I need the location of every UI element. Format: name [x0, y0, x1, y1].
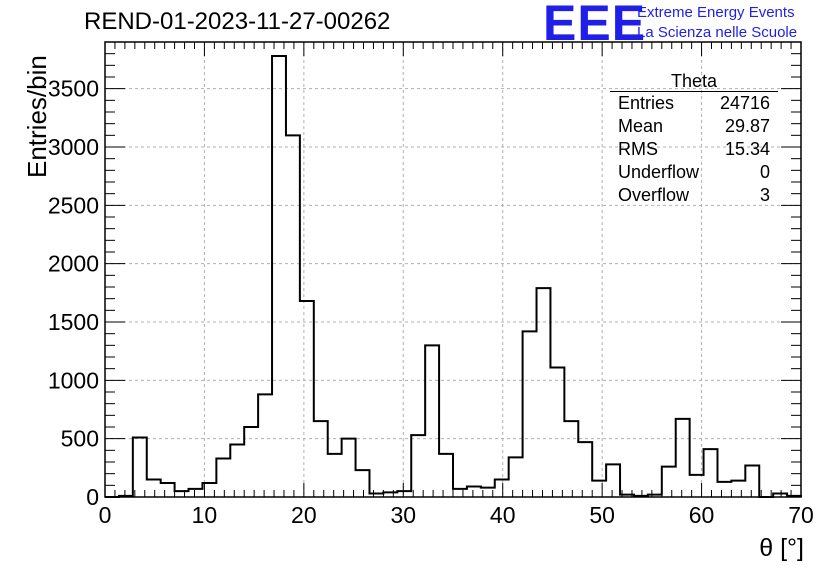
stats-label: Overflow [618, 185, 690, 205]
stats-label: Underflow [618, 162, 700, 182]
stats-row-overflow: Overflow 3 [610, 184, 778, 207]
logo-line-1: Extreme Energy Events [637, 4, 795, 21]
y-axis-label: Entries/bin [22, 55, 52, 178]
stats-value: 3 [759, 185, 770, 205]
stats-value: 24716 [719, 93, 770, 113]
histogram-bin [606, 464, 620, 497]
stats-label: RMS [618, 139, 658, 159]
x-tick-label: 0 [99, 502, 112, 528]
x-tick-label: 70 [788, 502, 814, 528]
tick-labels: 0 10 20 30 40 50 60 700500100015002000250030003… [48, 76, 814, 528]
histogram-bin [676, 419, 690, 497]
stats-title: Theta [610, 72, 778, 92]
histogram-bin [328, 454, 342, 497]
histogram-bin [578, 442, 592, 497]
histogram-bin [425, 345, 439, 497]
stats-value: 0 [759, 162, 770, 182]
x-tick-label: 30 [390, 502, 416, 528]
logo-line-2: La Scienza nelle Scuole [637, 24, 798, 41]
histogram-bin [467, 487, 481, 498]
histogram-bin [564, 421, 578, 497]
histogram-bin [537, 288, 551, 497]
axis-ticks [104, 41, 802, 498]
histogram-bin [704, 449, 718, 497]
stats-row-underflow: Underflow 0 [610, 161, 778, 184]
histogram-bin [161, 483, 175, 497]
histogram-bin [272, 56, 286, 497]
x-tick-label: 60 [689, 502, 715, 528]
grid-lines [105, 42, 801, 497]
y-tick-label: 0 [86, 484, 99, 510]
histogram-bin [523, 331, 537, 497]
histogram-bin [314, 421, 328, 497]
x-tick-label: 50 [589, 502, 615, 528]
stats-row-mean: Mean 29.87 [610, 115, 778, 138]
histogram-bin [439, 454, 453, 497]
chart-title: REND-01-2023-11-27-00262 [84, 8, 391, 35]
histogram-bin [356, 470, 370, 497]
x-tick-label: 10 [192, 502, 218, 528]
y-tick-label: 1000 [48, 367, 99, 393]
stats-label: Mean [618, 116, 664, 136]
histogram-series [105, 55, 802, 498]
y-tick-label: 2500 [48, 192, 99, 218]
histogram-bin [495, 480, 509, 498]
x-tick-label: 20 [291, 502, 317, 528]
histogram-bin [411, 435, 425, 497]
histogram-bin [509, 457, 523, 497]
stats-label: Entries [618, 93, 675, 113]
histogram-bin [453, 489, 467, 497]
stats-box: Theta Entries 24716 Mean 29.87 RMS 15.34… [610, 72, 778, 207]
eee-logo: EEE [543, 0, 647, 51]
y-tick-label: 500 [61, 426, 99, 452]
histogram-bin [216, 459, 230, 498]
histogram-bin [189, 489, 203, 497]
histogram-outline [105, 55, 802, 498]
x-axis-label: θ [°] [759, 534, 804, 562]
histogram-bin [244, 427, 258, 497]
histogram-bin [731, 481, 745, 497]
histogram-bin [550, 368, 564, 498]
histogram-bin [286, 135, 300, 497]
stats-value: 15.34 [724, 139, 770, 159]
stats-row-rms: RMS 15.34 [610, 138, 778, 161]
histogram-bin [230, 445, 244, 498]
histogram-bin [147, 480, 161, 498]
histogram-bin [342, 439, 356, 497]
y-tick-label: 3000 [48, 134, 99, 160]
histogram-bin [258, 394, 272, 497]
histogram-bin [662, 467, 676, 497]
histogram-bin [745, 466, 759, 498]
x-tick-label: 40 [490, 502, 516, 528]
y-tick-label: 3500 [48, 76, 99, 102]
stats-value: 29.87 [724, 116, 770, 136]
y-tick-label: 1500 [48, 309, 99, 335]
histogram-bin [300, 301, 314, 497]
histogram-bin [592, 481, 606, 497]
histogram-bin [133, 438, 147, 498]
histogram-bin [717, 482, 731, 497]
stats-row-entries: Entries 24716 [610, 92, 778, 115]
y-tick-label: 2000 [48, 251, 99, 277]
